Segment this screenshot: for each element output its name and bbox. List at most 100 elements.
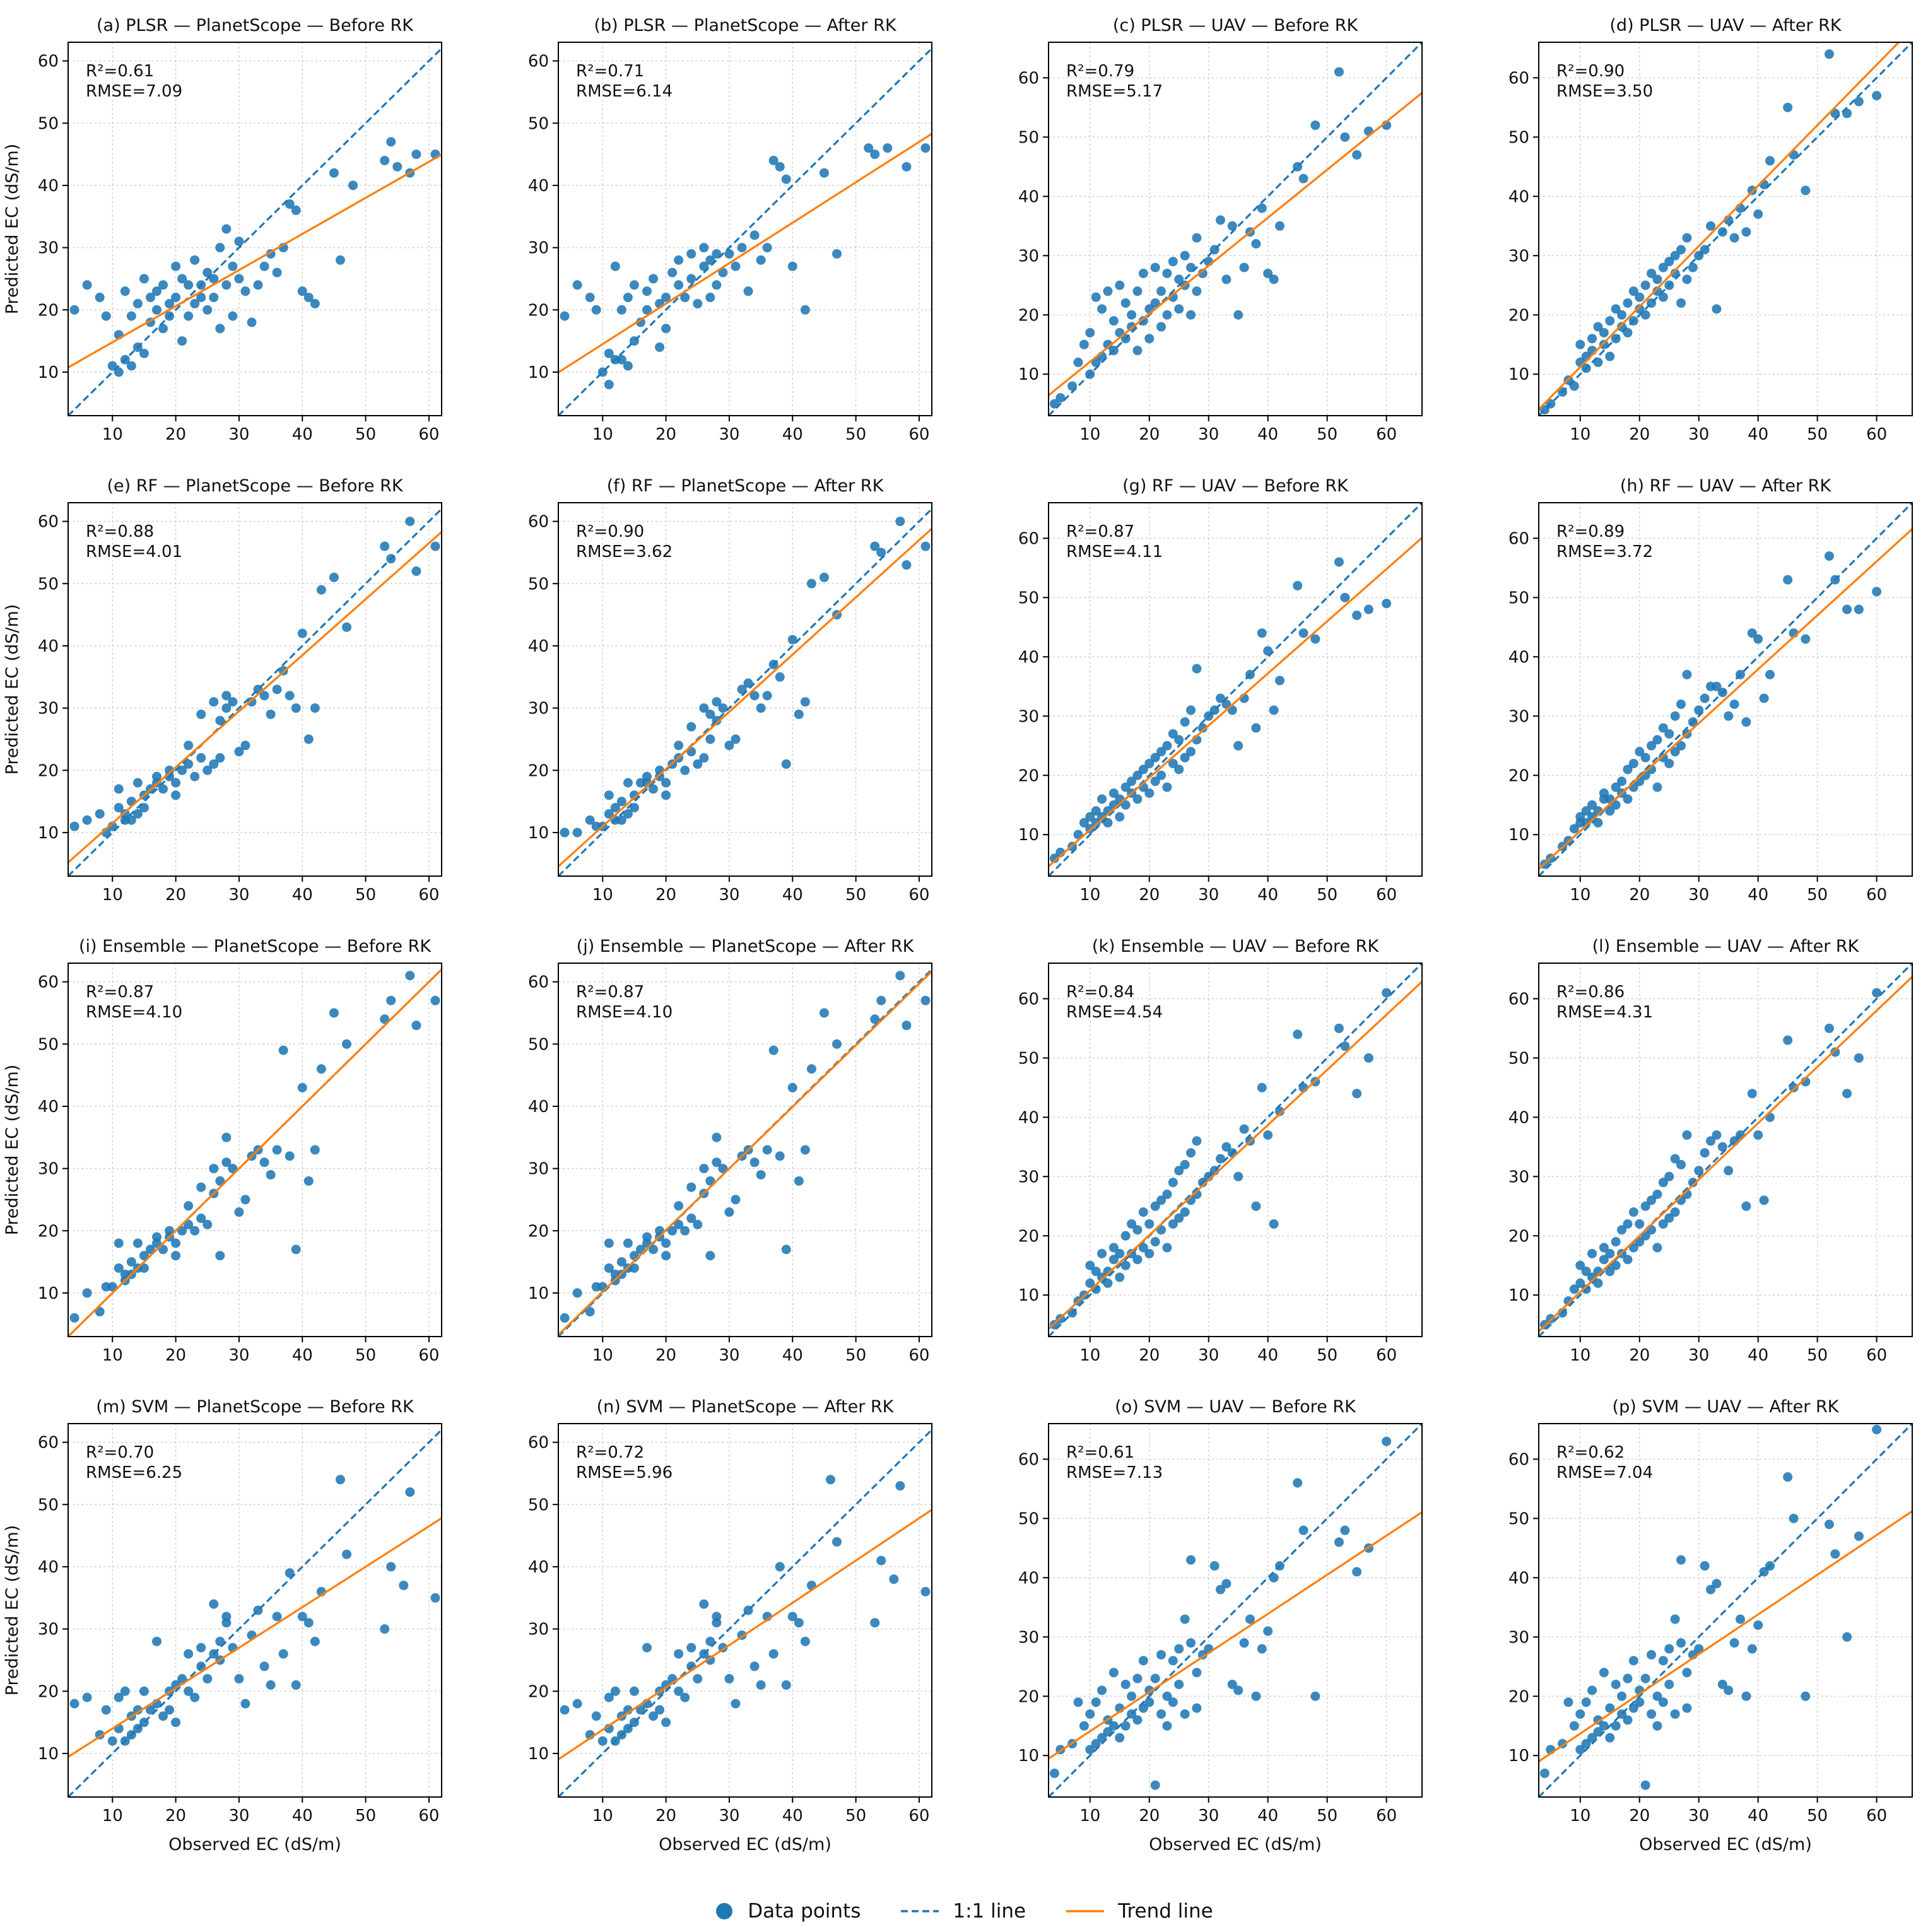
panel-m-data-point [399,1581,409,1591]
panel-g-data-point [1180,752,1190,763]
panel-o-one-to-one-line [1049,1424,1422,1797]
panel-c-data-point [1298,173,1308,184]
panel-g-data-point [1352,611,1362,621]
panel-g-data-point [1079,817,1089,828]
panel-b-y-tick-label: 60 [528,52,549,71]
panel-l-x-tick-label: 60 [1866,1346,1887,1365]
panel-b-data-point [787,261,797,271]
panel-k-data-point [1150,1201,1160,1211]
panel-g-data-point [1186,705,1196,715]
panel-i-data-point [380,1014,390,1024]
panel-e-y-tick-label: 60 [38,513,59,532]
panel-l-data-point [1741,1201,1751,1211]
panel-k-data-point [1144,1219,1155,1229]
panel-e-data-point [171,778,181,788]
panel-n-data-point [655,1705,665,1715]
panel-a-data-point [158,280,168,290]
panel-i-data-point [69,1313,79,1323]
panel-o-data-point [1132,1673,1143,1683]
panel-p-data-point [1605,1733,1615,1743]
panel-j-data-point [712,1132,722,1142]
panel-k-y-tick-label: 40 [1018,1108,1039,1127]
panel-l-data-point [1747,1089,1757,1099]
panel-c-x-tick-label: 20 [1139,425,1160,444]
panel-e-y-tick-label: 30 [38,700,59,718]
panel-f-data-point [616,815,626,825]
panel-m-data-point [82,1692,92,1702]
panel-e-x-tick-label: 30 [228,886,249,905]
panel-n-data-point [674,1686,684,1696]
panel-k-x-tick-label: 30 [1198,1346,1219,1365]
panel-f-x-tick-label: 10 [592,886,613,905]
panel-d-frame [1538,42,1913,416]
panel-k-data-point [1085,1278,1095,1288]
panel-e-data-point [291,703,301,713]
panel-f-x-tick-label: 20 [655,886,676,905]
panel-b-data-point [655,342,665,352]
panel-a-data-point [203,305,213,315]
panel-d-data-point [1676,298,1686,308]
panel-f-x-tick-label: 60 [908,886,929,905]
panel-n-data-point [832,1537,842,1547]
panel-k-data-point [1382,988,1392,998]
panel-i-data-point [114,1263,124,1273]
panel-h-data-point [1676,699,1686,709]
panel-l-data-point [1611,1237,1621,1247]
panel-f-data-point [629,790,639,800]
panel-b-data-point [674,280,684,290]
panel-p-data-point [1611,1721,1621,1731]
panel-a-data-point [221,280,232,290]
panel-p-data-point [1539,1768,1549,1778]
panel-k-data-point [1132,1255,1143,1265]
panel-h-data-point [1747,628,1757,638]
panel-n-data-point [876,1555,886,1566]
panel-g-data-point [1257,628,1267,638]
panel-e-data-point [272,684,282,694]
panel-a: 10 20 30 40 50 60 10 20 30 40 50 60 (a) PLSR — Plane… [3,16,442,444]
panel-a-data-point [335,255,345,265]
panel-i-data-point [297,1082,307,1092]
legend-trend: Trend line [1066,1900,1213,1923]
panel-p-x-tick-label: 30 [1688,1806,1709,1825]
panel-f-data-point [743,678,753,688]
panel-b-data-point [762,243,772,253]
panel-m-data-point [165,1705,175,1715]
panel-d-data-point [1611,304,1621,314]
panel-c-data-point [1091,292,1101,302]
panel-d-data-point [1854,97,1864,107]
panel-n-data-point [560,1705,570,1715]
panel-c-y-tick-label: 30 [1018,247,1039,266]
panel-p-data-point [1670,1614,1680,1624]
panel-m-y-tick-label: 40 [38,1558,59,1577]
panel-c-data-point [1055,393,1066,403]
panel-n-data-point [775,1562,785,1572]
panel-h-x-tick-label: 10 [1570,886,1590,905]
panel-l-data-point [1581,1267,1591,1277]
panel-l-data-point [1842,1089,1852,1099]
panel-h-x-tick-label: 40 [1748,886,1768,905]
panel-p-data-point [1658,1656,1668,1666]
panel-e-data-point [430,541,440,551]
panel-i-data-point [107,1282,117,1292]
panel-i-data-point [272,1145,282,1155]
panel-f-one-to-one-line [558,507,932,876]
panel-k-x-tick-label: 40 [1257,1346,1278,1365]
panel-e-y-tick-label: 10 [38,824,59,843]
panel-m-data-point [405,1487,415,1497]
panel-d-rmse-label: RMSE=3.50 [1556,82,1653,101]
panel-b-data-point [781,174,791,184]
panel-j-data-point [718,1164,728,1174]
panel-g-data-point [1310,634,1320,644]
panel-i-y-axis-label: Predicted EC (dS/m) [3,1065,22,1236]
panel-a-data-point [272,267,282,278]
panel-f-data-point [920,541,931,551]
panel-n-data-point [649,1711,659,1721]
panel-a-data-point [69,305,79,315]
panel-e-data-point [240,741,250,751]
panel-f-data-point [616,797,626,807]
panel-h-data-point [1854,604,1864,614]
panel-a-rmse-label: RMSE=7.09 [86,82,182,101]
panel-o-plot-area [1049,1424,1422,1797]
panel-m-data-point [171,1718,181,1728]
panel-p-data-point [1676,1638,1686,1648]
